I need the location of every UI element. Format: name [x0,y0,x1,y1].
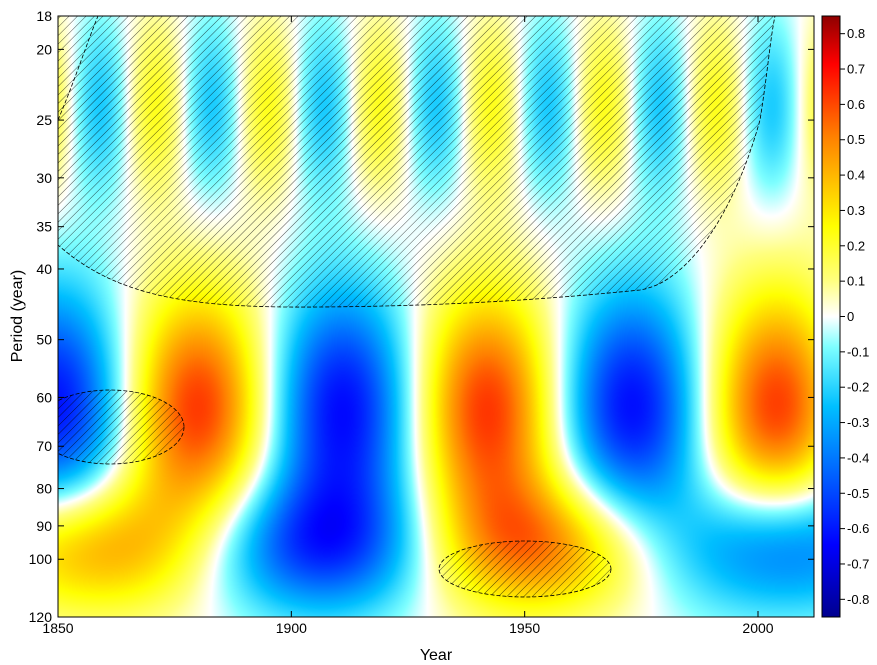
y-tick-label: 120 [29,609,53,625]
y-tick-label: 90 [36,518,52,534]
colorbar-tick-label: 0.1 [847,274,865,289]
plot-frame [57,15,815,618]
y-tick-label: 18 [36,8,52,24]
y-tick-label: 20 [36,41,52,57]
colorbar-tick-label: 0.7 [847,62,865,77]
y-tick-label: 30 [36,170,52,186]
hatch-bottom-ellipse [438,540,612,598]
hatch-cone-edge-left [58,16,99,121]
hatch-cone-of-influence [58,16,776,308]
x-axis: 1850 1900 1950 2000 [42,16,774,636]
y-tick-label: 60 [36,389,52,405]
hatched-regions [58,16,776,598]
y-tick-label: 70 [36,438,52,454]
colorbar-tick-label: 0.2 [847,238,865,253]
colorbar-tick-label: 0.3 [847,203,865,218]
colorbar-tick-label: -0.7 [847,556,869,571]
y-tick-label: 100 [29,551,53,567]
x-tick-label: 1850 [42,620,73,636]
colorbar-tick-label: -0.4 [847,450,869,465]
y-tick-label: 35 [36,219,52,235]
colorbar-tick-label: -0.3 [847,415,869,430]
colorbar-tick-label: -0.1 [847,344,869,359]
colorbar-tick-label: 0.5 [847,132,865,147]
y-axis-title: Period (year) [9,270,26,362]
y-tick-label: 25 [36,112,52,128]
x-tick-label: 2000 [742,620,773,636]
colorbar-tick-label: 0 [847,309,854,324]
colorbar-tick-label: -0.2 [847,380,869,395]
colorbar-tick-label: -0.5 [847,486,869,501]
colorbar-tick-label: 0.8 [847,26,865,41]
y-tick-label: 80 [36,481,52,497]
colorbar-tick-label: 0.6 [847,97,865,112]
x-tick-label: 1950 [509,620,540,636]
hatch-left-ellipse [58,389,185,465]
colorbar-tick-label: -0.8 [847,592,869,607]
colorbar-ticks: 0.8 0.7 0.6 0.5 0.4 0.3 0.2 0.1 0 -0.1 -0.2 -0.3 -0.… [840,26,869,607]
x-axis-title: Year [420,647,453,664]
y-axis: 18 20 25 30 35 40 50 60 70 80 90 100 120 [29,8,814,625]
colorbar [821,15,841,618]
colorbar-tick-label: 0.4 [847,168,865,183]
colorbar-tick-label: -0.6 [847,521,869,536]
x-tick-label: 1900 [276,620,307,636]
y-tick-label: 50 [36,332,52,348]
y-tick-label: 40 [36,261,52,277]
